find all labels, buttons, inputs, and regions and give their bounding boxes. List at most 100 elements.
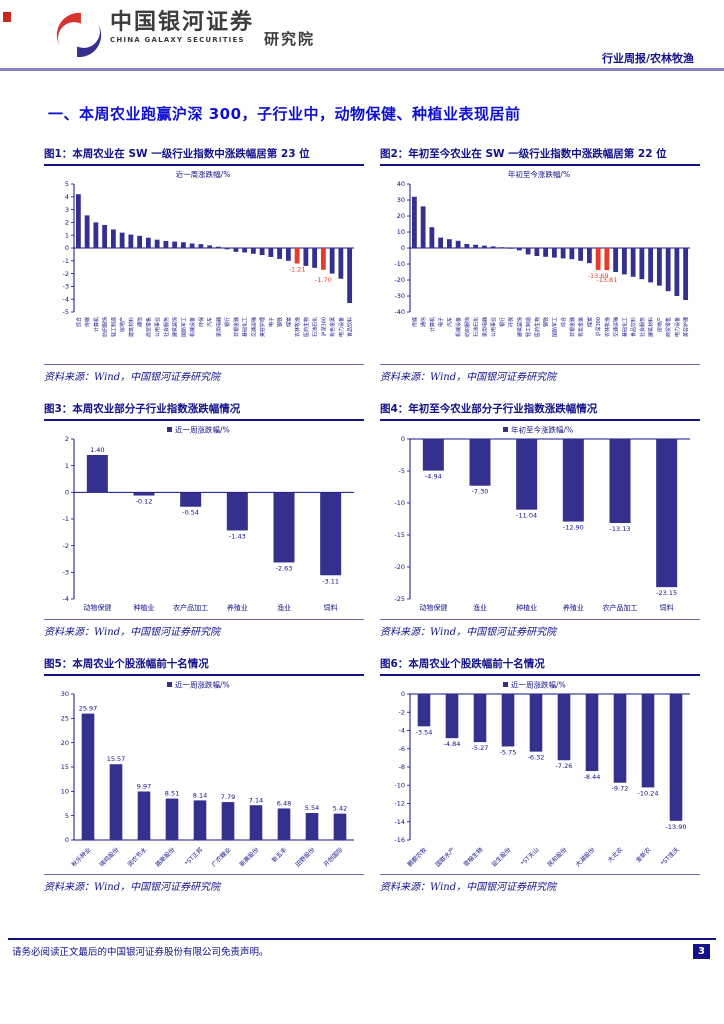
svg-text:轻工制造: 轻工制造 (525, 317, 532, 337)
svg-text:动物保健: 动物保健 (419, 603, 447, 612)
svg-text:-2.63: -2.63 (276, 564, 293, 572)
svg-text:商贸零售: 商贸零售 (665, 317, 672, 337)
svg-text:晓鸣股份: 晓鸣股份 (98, 846, 121, 869)
figure-1: 图1：本周农业在 SW 一级行业指数中涨跌幅居第 23 位 近一周涨跌幅/% 5 4… (44, 146, 364, 383)
galaxy-logo-icon (56, 12, 102, 58)
svg-text:-3: -3 (63, 283, 69, 291)
svg-text:5: 5 (65, 180, 69, 188)
svg-text:-0.54: -0.54 (182, 509, 199, 517)
svg-text:-5.27: -5.27 (472, 744, 489, 752)
page-footer: 请务必阅读正文最后的中国银河证券股份有限公司免责声明。 3 (0, 938, 724, 959)
figure-5-caption: 图5：本周农业个股涨幅前十名情况 (44, 656, 364, 676)
svg-text:-3.54: -3.54 (416, 728, 433, 736)
svg-text:7.14: 7.14 (249, 796, 263, 804)
figure-1-chart-canvas: 近一周涨跌幅/% 5 4 3 2 1 0 -1 -2 -3 -4 -5 综合 传媒 计算机 纺织服饰 轻工制造房… (63, 169, 354, 337)
svg-text:新五丰: 新五丰 (270, 846, 288, 864)
svg-text:近一周涨跌幅/%: 近一周涨跌幅/% (175, 680, 230, 690)
svg-text:社会服务: 社会服务 (163, 317, 170, 337)
svg-text:家用电器: 家用电器 (481, 317, 488, 337)
figure-5: 图5：本周农业个股涨幅前十名情况 近一周涨跌幅/% 30 25 20 15 10 5 0 秋乐种… (44, 656, 364, 893)
svg-text:医药生物: 医药生物 (303, 317, 310, 337)
svg-text:美容护理: 美容护理 (683, 317, 690, 337)
brand: 中国银河证券 CHINA GALAXY SECURITIES 研究院 (56, 12, 724, 58)
brand-text: 中国银河证券 CHINA GALAXY SECURITIES (110, 12, 254, 44)
svg-text:公用事业: 公用事业 (154, 317, 161, 337)
svg-text:5.54: 5.54 (305, 804, 319, 812)
brand-suffix: 研究院 (264, 30, 316, 48)
svg-text:30: 30 (397, 196, 405, 204)
svg-text:近一周涨跌幅/%: 近一周涨跌幅/% (176, 169, 231, 179)
svg-text:轻工制造: 轻工制造 (110, 317, 117, 337)
figure-1-caption: 图1：本周农业在 SW 一级行业指数中涨跌幅居第 23 位 (44, 146, 364, 166)
svg-text:-2: -2 (63, 542, 69, 550)
svg-text:*ST正邦: *ST正邦 (183, 846, 205, 868)
svg-text:饲料: 饲料 (324, 603, 338, 612)
svg-text:机械设备: 机械设备 (455, 317, 462, 337)
figure-2-source-note: 资料来源：Wind，中国银河证券研究院 (380, 364, 700, 383)
svg-text:纺织服饰: 纺织服饰 (102, 317, 109, 337)
svg-text:农林牧渔: 农林牧渔 (294, 317, 301, 337)
svg-text:交通运输: 交通运输 (613, 317, 620, 337)
figure-4: 图4：年初至今农业部分子行业指数涨跌幅情况 年初至今涨跌幅/% 0 -5 -10 -15… (380, 401, 700, 638)
svg-text:计算机: 计算机 (93, 317, 100, 332)
svg-text:-11.04: -11.04 (516, 512, 537, 520)
svg-text:秋乐种业: 秋乐种业 (70, 846, 93, 869)
svg-text:-9.72: -9.72 (612, 785, 629, 793)
svg-text:农产品加工: 农产品加工 (603, 603, 638, 612)
svg-text:食品饮料: 食品饮料 (347, 317, 354, 337)
figure-5-source-note: 资料来源：Wind，中国银河证券研究院 (44, 874, 364, 893)
svg-text:商贸零售: 商贸零售 (145, 317, 152, 337)
svg-text:-12: -12 (394, 800, 405, 808)
svg-text:国防军工: 国防军工 (551, 317, 558, 337)
svg-text:石油石化: 石油石化 (473, 317, 480, 337)
svg-text:建筑材料: 建筑材料 (648, 317, 655, 337)
figure-2-chart-canvas: 年初至今涨跌幅/% 40 30 20 10 0 -10 -20 -30 -40 传媒 通信 计算机 电子汽… (394, 169, 690, 337)
svg-text:-12.90: -12.90 (563, 524, 584, 532)
svg-text:交通运输: 交通运输 (250, 317, 257, 337)
svg-text:汽车: 汽车 (207, 317, 214, 327)
brand-name-cn: 中国银河证券 (110, 10, 255, 35)
svg-text:15: 15 (61, 763, 69, 771)
svg-text:种植业: 种植业 (516, 603, 537, 612)
svg-text:传媒: 传媒 (411, 317, 418, 327)
svg-text:近一周涨跌幅/%: 近一周涨跌幅/% (175, 425, 230, 435)
svg-text:7.79: 7.79 (221, 793, 235, 801)
svg-text:环保: 环保 (508, 317, 515, 327)
svg-text:0: 0 (65, 244, 69, 252)
svg-text:路斯股份: 路斯股份 (154, 846, 177, 869)
svg-text:-0.12: -0.12 (136, 498, 153, 506)
svg-text:2: 2 (65, 435, 69, 443)
svg-text:建筑装饰: 建筑装饰 (516, 317, 523, 337)
figure-3: 图3：本周农业部分子行业指数涨跌幅情况 近一周涨跌幅/% 2 1 0 -1 -2 -3 -4 动… (44, 401, 364, 638)
figure-6-source-note: 资料来源：Wind，中国银河证券研究院 (380, 874, 700, 893)
svg-text:9.97: 9.97 (137, 782, 151, 790)
svg-text:年初至今涨跌幅/%: 年初至今涨跌幅/% (511, 425, 573, 435)
svg-text:-20: -20 (394, 276, 405, 284)
svg-text:0: 0 (401, 244, 405, 252)
svg-text:国防军工: 国防军工 (180, 317, 187, 337)
figure-4-caption: 图4：年初至今农业部分子行业指数涨跌幅情况 (380, 401, 700, 421)
svg-text:渔业: 渔业 (277, 603, 291, 612)
svg-text:-5: -5 (63, 308, 69, 316)
svg-text:8.51: 8.51 (165, 790, 179, 798)
svg-text:-5.75: -5.75 (500, 748, 517, 756)
svg-text:-3.11: -3.11 (322, 577, 339, 585)
svg-text:动物保健: 动物保健 (83, 603, 111, 612)
brand-name-en: CHINA GALAXY SECURITIES (110, 36, 245, 44)
svg-text:0: 0 (401, 690, 405, 698)
svg-text:-10.24: -10.24 (638, 789, 659, 797)
svg-text:国联水产: 国联水产 (434, 846, 457, 869)
svg-text:-4: -4 (63, 595, 69, 603)
svg-text:渔业: 渔业 (473, 603, 487, 612)
svg-text:-23.15: -23.15 (656, 589, 677, 597)
svg-text:田野股份: 田野股份 (294, 846, 317, 869)
svg-text:20: 20 (397, 212, 405, 220)
svg-text:养殖业: 养殖业 (227, 603, 248, 612)
figure-4-chart-canvas: 年初至今涨跌幅/% 0 -5 -10 -15 -20 -25 动物保健 -4.94 渔业 -7.30… (394, 425, 690, 612)
figure-4-source-note: 资料来源：Wind，中国银河证券研究院 (380, 619, 700, 638)
svg-text:-4: -4 (399, 727, 405, 735)
svg-text:-5: -5 (399, 467, 405, 475)
svg-text:益生股份: 益生股份 (490, 846, 513, 869)
figure-3-source-note: 资料来源：Wind，中国银河证券研究院 (44, 619, 364, 638)
svg-text:-14: -14 (394, 818, 405, 826)
